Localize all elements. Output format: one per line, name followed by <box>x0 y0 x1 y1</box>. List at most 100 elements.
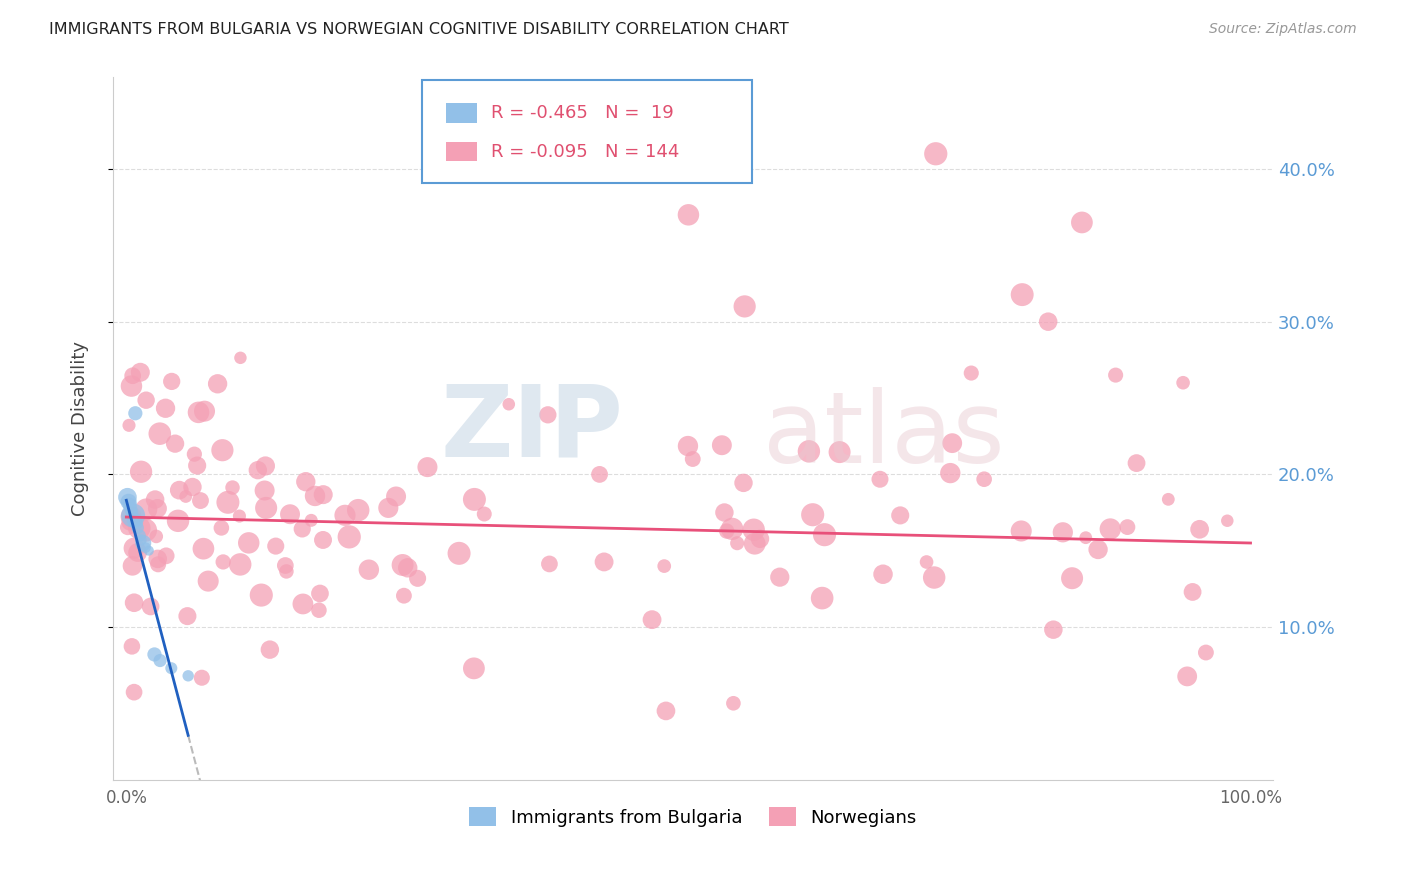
Point <box>149 654 172 668</box>
Point <box>1099 522 1122 536</box>
Point <box>1038 315 1060 329</box>
Point <box>129 533 152 547</box>
Point <box>176 609 198 624</box>
Point <box>122 541 145 556</box>
Point <box>744 537 766 551</box>
Point <box>117 520 139 534</box>
Point <box>925 146 948 161</box>
Point <box>377 500 399 515</box>
Point <box>1010 524 1032 538</box>
Point <box>120 509 142 524</box>
Point <box>347 503 370 517</box>
Point <box>749 532 772 546</box>
Point <box>139 599 162 614</box>
Point <box>385 490 408 504</box>
Point <box>463 492 485 507</box>
Point <box>721 522 744 536</box>
Point <box>125 516 148 531</box>
Point <box>238 536 260 550</box>
Point <box>1171 376 1194 390</box>
Point <box>274 558 297 573</box>
Point <box>122 685 145 699</box>
Point <box>127 521 149 535</box>
Point <box>973 472 995 486</box>
Point <box>129 465 152 479</box>
Point <box>396 561 419 575</box>
Point <box>682 452 704 467</box>
Point <box>1104 368 1126 383</box>
Point <box>118 515 141 529</box>
Point <box>229 351 252 365</box>
Point <box>392 589 415 603</box>
Point <box>160 661 183 675</box>
Point <box>463 661 485 675</box>
Point <box>1188 522 1211 536</box>
Point <box>537 408 560 422</box>
Point <box>149 426 172 441</box>
Point <box>155 401 177 416</box>
Point <box>416 460 439 475</box>
Y-axis label: Cognitive Disability: Cognitive Disability <box>72 341 89 516</box>
Point <box>734 300 756 314</box>
Point <box>811 591 834 606</box>
Point <box>278 507 301 521</box>
Point <box>1216 514 1239 528</box>
Point <box>312 533 335 547</box>
Point <box>193 404 215 418</box>
Point <box>716 524 738 538</box>
Point <box>889 508 911 523</box>
Point <box>872 567 894 582</box>
Point <box>939 466 962 480</box>
Point <box>187 405 209 419</box>
Point <box>797 444 820 458</box>
Point <box>391 558 413 572</box>
Point <box>132 536 155 550</box>
Point <box>186 458 208 473</box>
Point <box>146 558 169 572</box>
Point <box>449 546 471 560</box>
Point <box>254 458 277 473</box>
Point <box>211 443 233 458</box>
Point <box>472 507 495 521</box>
Point <box>308 603 330 617</box>
Point <box>294 475 316 489</box>
Point <box>259 642 281 657</box>
Point <box>129 365 152 379</box>
Point <box>228 509 250 524</box>
Point <box>122 508 145 523</box>
Point <box>121 558 143 573</box>
Point <box>124 406 146 420</box>
Point <box>138 543 160 558</box>
Point <box>120 502 142 516</box>
Point <box>357 563 380 577</box>
Text: IMMIGRANTS FROM BULGARIA VS NORWEGIAN COGNITIVE DISABILITY CORRELATION CHART: IMMIGRANTS FROM BULGARIA VS NORWEGIAN CO… <box>49 22 789 37</box>
Point <box>1195 646 1218 660</box>
Point <box>312 488 335 502</box>
Point <box>191 671 214 685</box>
Point <box>120 379 142 393</box>
Point <box>209 521 232 535</box>
Point <box>291 597 314 611</box>
Text: R = -0.465   N =  19: R = -0.465 N = 19 <box>491 104 673 122</box>
Point <box>190 493 212 508</box>
Point <box>229 558 252 572</box>
Point <box>304 489 326 503</box>
Point <box>212 555 235 569</box>
Point <box>183 447 205 461</box>
Point <box>733 475 755 490</box>
Point <box>652 559 675 574</box>
Point <box>118 498 141 512</box>
Point <box>333 508 356 523</box>
Point <box>1052 525 1074 540</box>
Point <box>406 571 429 585</box>
Point <box>1070 215 1092 229</box>
Point <box>145 529 167 543</box>
Point <box>291 522 314 536</box>
Point <box>143 492 166 507</box>
Point <box>593 555 616 569</box>
Point <box>922 570 945 584</box>
Point <box>121 368 143 383</box>
Text: atlas: atlas <box>762 387 1004 484</box>
Point <box>253 483 276 498</box>
Point <box>1157 492 1180 507</box>
